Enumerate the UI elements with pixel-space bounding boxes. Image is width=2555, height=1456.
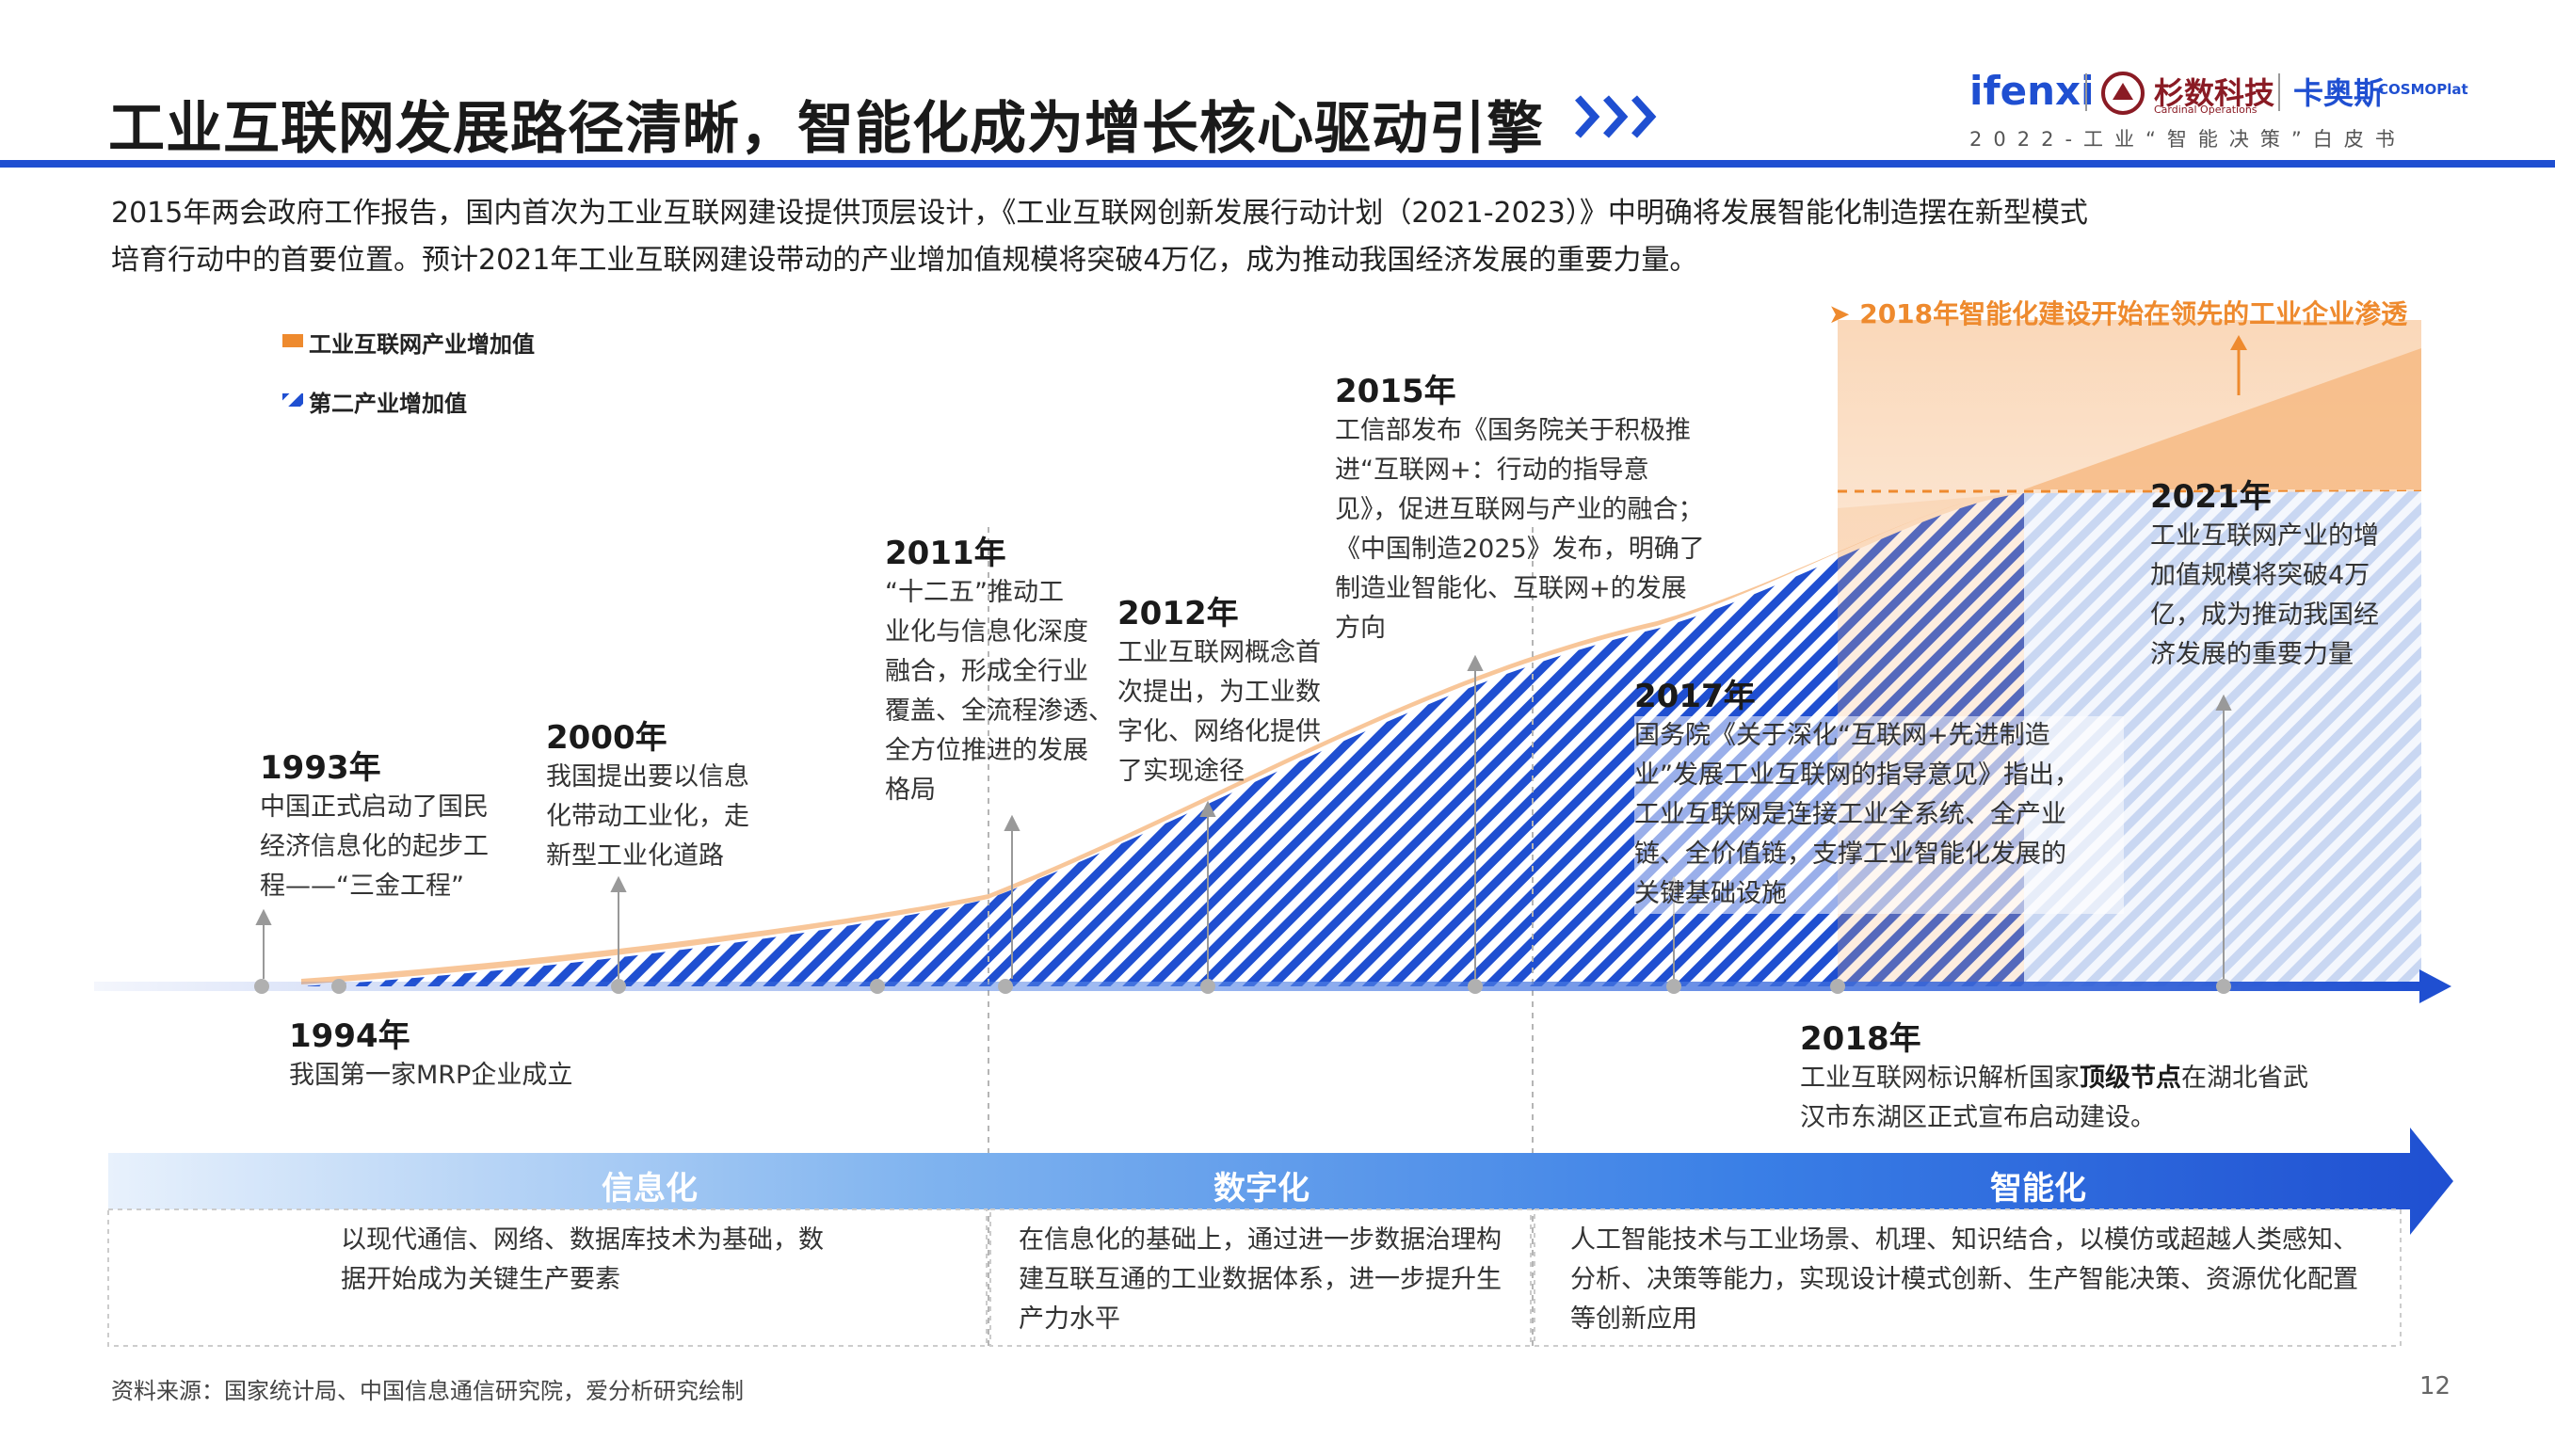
timeline-dots (254, 979, 2231, 994)
intro-line-1: 2015年两会政府工作报告，国内首次为工业互联网建设提供顶层设计，《工业互联网创… (111, 197, 2088, 230)
event-1993: 1993年 中国正式启动了国民 经济信息化的起步工 程——“三金工程” (260, 742, 561, 906)
event-desc: 我国第一家MRP企业成立 (289, 1061, 573, 1090)
event-year: 2012年 (1117, 595, 1239, 632)
shanshu-logo: 杉数科技 (2154, 75, 2275, 111)
event-2017: 2017年 国务院《关于深化“互联网+先进制造 业”发展工业互联网的指导意见》指出… (1634, 670, 2124, 914)
event-year: 2018年 (1800, 1020, 1921, 1058)
timeline-axis (94, 982, 2419, 991)
legend-secondary: 第二产业增加值 (309, 391, 467, 417)
event-desc: 我国提出要以信息 化带动工业化，走 新型工业化道路 (546, 762, 749, 871)
whitepaper-subtitle: 2022-工业“智能决策”白皮书 (1969, 128, 2406, 151)
phase-desc-informatization: 以现代通信、网络、数据库技术为基础，数 据开始成为关键生产要素 (341, 1225, 824, 1294)
event-year: 2017年 (1634, 678, 1756, 715)
event-year: 1994年 (289, 1017, 410, 1055)
chevron-right-icon (1575, 95, 1657, 138)
event-2021: 2021年 工业互联网产业的增 加值规模将突破4万 亿，成为推动我国经 济发展的重要力… (2150, 471, 2423, 675)
event-2000: 2000年 我国提出要以信息 化带动工业化，走 新型工业化道路 (546, 712, 810, 876)
event-desc: 工信部发布《国务院关于积极推 进“互联网+：行动的指导意 见》，促进互联网与产业的融… (1335, 416, 1705, 643)
event-desc: “十二五”推动工 业化与信息化深度 融合，形成全行业 覆盖、全流程渗透、 全方位推进的… (885, 578, 1114, 805)
phase-box-intelligence (1534, 1208, 2402, 1347)
event-1994: 1994年 我国第一家MRP企业成立 (289, 1010, 854, 1096)
legend-swatch-secondary (282, 393, 303, 407)
legend-internet: 工业互联网产业增加值 (309, 331, 535, 358)
event-year: 1993年 (260, 749, 381, 787)
event-desc: 工业互联网产业的增 加值规模将突破4万 亿，成为推动我国经 济发展的重要力量 (2150, 521, 2379, 669)
event-desc: 中国正式启动了国民 经济信息化的起步工 程——“三金工程” (260, 792, 489, 901)
phase-label-intelligence: 智能化 (1990, 1170, 2086, 1208)
event-2018: 2018年 工业互联网标识解析国家顶级节点在湖北省武 汉市东湖区正式宣布启动建设… (1800, 1013, 2365, 1138)
phase-label-informatization: 信息化 (602, 1170, 698, 1208)
arrow-right-icon (2419, 969, 2451, 1003)
shanshu-logo-sub: Cardinal Operations (2154, 104, 2258, 116)
event-year: 2011年 (885, 535, 1006, 572)
callout-text: 2018年智能化建设开始在领先的工业企业渗透 (1859, 298, 2408, 329)
event-year: 2015年 (1335, 373, 1456, 410)
arrow-up-icon (2230, 335, 2247, 350)
page-number: 12 (2419, 1372, 2451, 1400)
intro-line-2: 培育行动中的首要位置。预计2021年工业互联网建设带动的产业增加值规模将突破4万… (111, 244, 1698, 277)
kaos-logo: 卡奥斯 (2293, 75, 2385, 111)
brand-divider (2278, 73, 2280, 111)
shanshu-logo-icon (2101, 72, 2145, 115)
intro-paragraph: 2015年两会政府工作报告，国内首次为工业互联网建设提供顶层设计，《工业互联网创… (111, 190, 2408, 284)
callout-2018: ➤ 2018年智能化建设开始在领先的工业企业渗透 (1828, 294, 2407, 331)
source-note: 资料来源：国家统计局、中国信息通信研究院，爱分析研究绘制 (111, 1378, 744, 1404)
cosmoplat-logo: COSMOPlat (2378, 81, 2468, 98)
page-title: 工业互联网发展路径清晰，智能化成为增长核心驱动引擎 (108, 96, 1544, 162)
secondary-industry-area (301, 493, 2024, 986)
event-desc: 工业互联网概念首 次提出，为工业数 字化、网络化提供 了实现途径 (1117, 638, 1321, 786)
phase-band (108, 1128, 2453, 1235)
event-desc: 工业互联网标识解析国家顶级节点在湖北省武 汉市东湖区正式宣布启动建设。 (1800, 1064, 2308, 1132)
event-year: 2000年 (546, 719, 667, 757)
chevron-right-icon: ➤ (1828, 298, 1860, 329)
header-divider (0, 160, 2555, 168)
phase-label-digitalization: 数字化 (1213, 1170, 1310, 1208)
ifenxi-logo: ifenxi (1969, 68, 2095, 114)
phase-desc-intelligence: 人工智能技术与工业场景、机理、知识结合，以模仿或超越人类感知、 分析、决策等能力，… (1570, 1225, 2358, 1334)
phase-box-informatization (107, 1208, 988, 1347)
event-2011: 2011年 “十二五”推动工 业化与信息化深度 融合，形成全行业 覆盖、全流程渗透、… (885, 527, 1130, 810)
phase-desc-digitalization: 在信息化的基础上，通过进一步数据治理构 建互联互通的工业数据体系，进一步提升生 产力… (1019, 1225, 1502, 1334)
event-year: 2021年 (2150, 478, 2272, 516)
event-desc: 国务院《关于深化“互联网+先进制造 业”发展工业互联网的指导意见》指出， 工业互联网… (1634, 716, 2124, 914)
brand-divider (2085, 73, 2087, 111)
legend-swatch-internet (282, 334, 303, 347)
event-2012: 2012年 工业互联网概念首 次提出，为工业数 字化、网络化提供 了实现途径 (1117, 587, 1362, 792)
event-2015: 2015年 工信部发布《国务院关于积极推 进“互联网+：行动的指导意 见》，促进互联… (1335, 365, 1749, 648)
